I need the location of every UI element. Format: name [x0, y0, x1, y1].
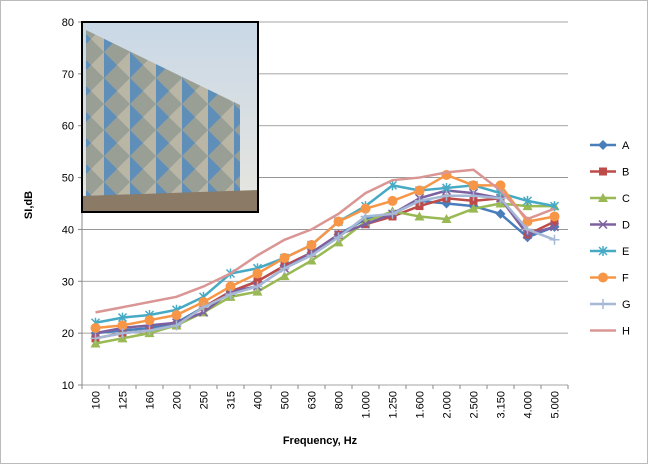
x-tick-label: 1.600: [415, 391, 427, 419]
marker: [91, 323, 101, 333]
x-axis-title: Frequency, Hz: [283, 435, 358, 447]
y-tick-label: 10: [62, 380, 74, 392]
y-tick-label: 70: [62, 69, 74, 81]
inset-photo: [82, 22, 258, 212]
y-tick-label: 40: [62, 224, 74, 236]
marker: [388, 196, 398, 206]
x-tick-label: 800: [334, 391, 346, 409]
marker: [599, 168, 607, 176]
legend-label: G: [622, 299, 631, 311]
y-tick-label: 50: [62, 173, 74, 185]
marker: [334, 217, 344, 227]
legend-label: E: [622, 246, 629, 258]
legend-label: A: [622, 140, 630, 152]
marker: [172, 310, 182, 320]
y-tick-label: 30: [62, 276, 74, 288]
marker: [469, 180, 479, 190]
marker: [415, 186, 425, 196]
x-tick-label: 315: [226, 391, 238, 409]
x-tick-label: 100: [91, 391, 103, 409]
legend-label: B: [622, 167, 629, 179]
x-tick-label: 500: [280, 391, 292, 409]
x-tick-label: 1.000: [361, 391, 373, 419]
chart: 10 20 30 40 50 60 70 80 100 125 160 200 250 315 400 500…: [0, 0, 648, 464]
x-tick-label: 160: [145, 391, 157, 409]
x-tick-label: 2.000: [442, 391, 454, 419]
marker: [598, 273, 608, 283]
x-tick-label: 400: [253, 391, 265, 409]
y-tick-label: 20: [62, 328, 74, 340]
x-tick-label: 5.000: [550, 391, 562, 419]
marker: [280, 253, 290, 263]
legend-label: D: [622, 220, 630, 232]
marker: [145, 315, 155, 325]
x-tick-label: 125: [118, 391, 130, 409]
y-tick-label: 60: [62, 121, 74, 133]
legend-label: F: [622, 273, 629, 285]
y-axis-title: SI,dB: [23, 191, 35, 219]
x-tick-label: 2.500: [469, 391, 481, 419]
x-tick-label: 630: [307, 391, 319, 409]
x-tick-label: 200: [172, 391, 184, 409]
x-tick-label: 3.150: [496, 391, 508, 419]
x-tick-label: 250: [199, 391, 211, 409]
marker: [550, 211, 560, 221]
marker: [307, 240, 317, 250]
x-tick-label: 1.250: [388, 391, 400, 419]
y-tick-label: 80: [62, 17, 74, 29]
marker: [253, 269, 263, 279]
legend-label: C: [622, 193, 630, 205]
x-tick-label: 4.000: [523, 391, 535, 419]
legend-label: H: [622, 326, 630, 338]
